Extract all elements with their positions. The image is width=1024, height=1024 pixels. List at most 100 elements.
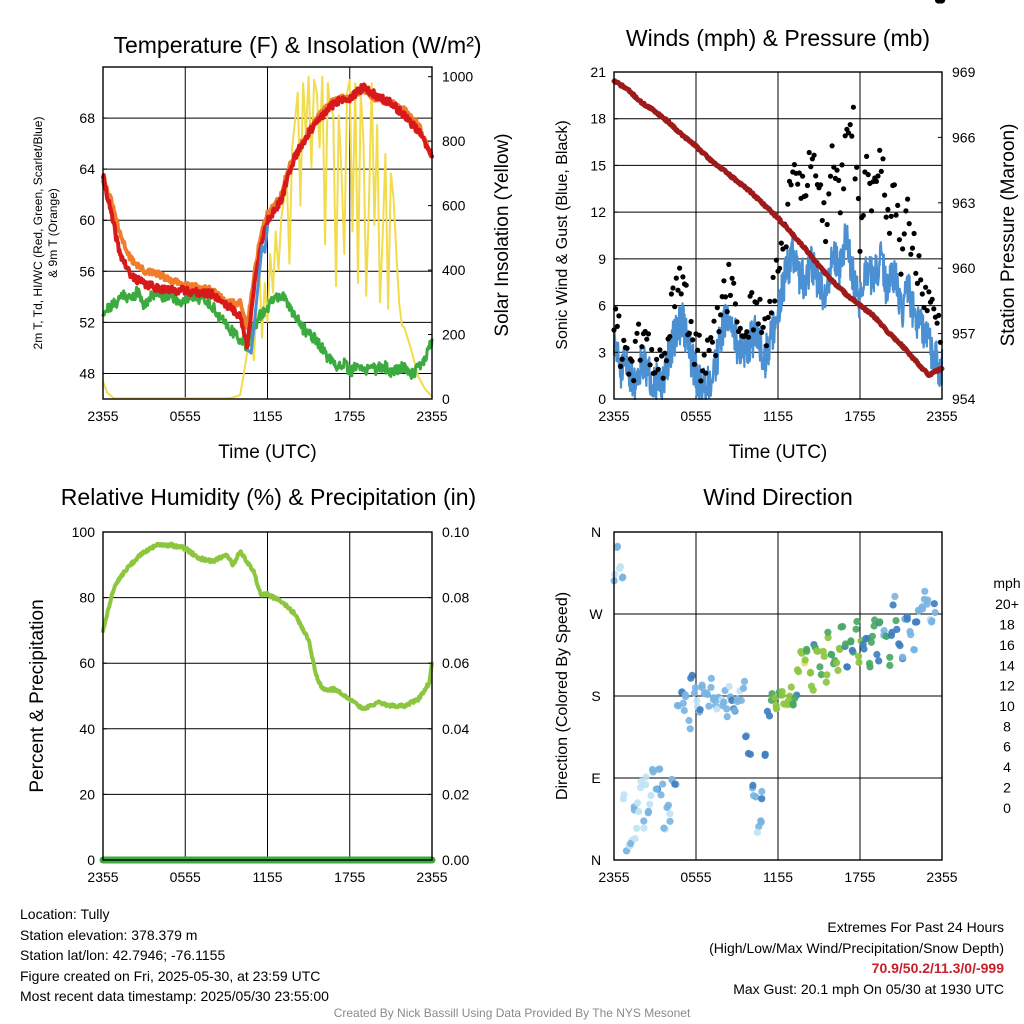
- gust-point: [708, 335, 714, 341]
- gust-point: [929, 296, 935, 302]
- dir-y-tick-label: N: [591, 524, 601, 540]
- station-elevation: Station elevation: 378.379 m: [20, 926, 198, 943]
- gust-point: [864, 153, 870, 159]
- direction-point: [833, 659, 841, 667]
- temp-x-tick-label: 0555: [170, 408, 201, 424]
- direction-point: [687, 674, 695, 682]
- rh-y2-tick-label: 0.02: [442, 786, 469, 802]
- direction-point: [698, 684, 706, 692]
- gust-point: [804, 182, 811, 189]
- gust-point: [857, 248, 863, 254]
- gust-point: [644, 336, 650, 342]
- direction-point: [647, 792, 655, 800]
- gust-point: [791, 162, 798, 168]
- rh-x-tick-label: 0555: [170, 869, 201, 885]
- wind-y-axis-title: Sonic Wind & Gust (Blue, Black): [554, 120, 571, 349]
- direction-point: [728, 696, 736, 705]
- gust-point: [678, 291, 684, 297]
- colorbar-label: 12: [999, 678, 1015, 694]
- direction-point: [882, 632, 890, 640]
- gust-point: [750, 327, 757, 333]
- direction-point: [853, 617, 861, 626]
- gust-point: [737, 325, 743, 331]
- wind-y-tick-label: 12: [590, 204, 606, 220]
- gust-point: [749, 290, 755, 296]
- gust-point: [763, 343, 770, 349]
- colorbar-label: 20+: [995, 596, 1019, 612]
- gust-point: [854, 164, 860, 170]
- station-pressure-line: [611, 78, 945, 379]
- direction-point: [725, 682, 733, 691]
- dir-y-axis-title: Direction (Colored By Speed): [554, 592, 571, 800]
- direction-point: [707, 674, 715, 683]
- gust-point: [618, 363, 624, 369]
- direction-point: [931, 608, 939, 617]
- gust-point: [931, 306, 937, 312]
- direction-point: [679, 699, 687, 707]
- direction-point: [875, 657, 883, 665]
- wind-y2-tick-label: 954: [952, 391, 976, 407]
- gust-point: [849, 133, 855, 139]
- direction-point: [906, 627, 914, 636]
- wind-x-tick-label: 2355: [598, 408, 629, 424]
- rh-y2-tick-label: 0.00: [442, 852, 469, 868]
- gust-point: [677, 265, 683, 271]
- rh-y2-tick-label: 0.04: [442, 721, 469, 737]
- direction-point: [761, 751, 769, 760]
- wind-x-tick-label: 2355: [926, 408, 957, 424]
- direction-point: [870, 622, 878, 630]
- colorbar-label: 8: [1003, 718, 1011, 734]
- gust-point: [852, 176, 858, 182]
- gust-point: [629, 358, 635, 364]
- gust-point: [701, 352, 707, 358]
- gust-point: [626, 371, 632, 377]
- gust-point: [919, 291, 925, 297]
- gust-point: [845, 130, 852, 136]
- wind-x-tick-label: 1155: [763, 408, 793, 424]
- wind-chart-title: Winds (mph) & Pressure (mb): [626, 25, 930, 51]
- gust-point: [818, 182, 824, 188]
- wind-y-tick-label: 18: [590, 111, 606, 127]
- direction-point: [642, 781, 650, 789]
- temp-y-axis-title: 2m T, Td, HI/WC (Red, Green, Scarlet/Blu…: [31, 117, 45, 350]
- extremes-title: Extremes For Past 24 Hours: [827, 919, 1004, 935]
- temp-y2-tick-label: 200: [442, 327, 466, 343]
- gust-point: [657, 347, 663, 353]
- gust-point: [624, 345, 630, 351]
- gust-point: [619, 356, 625, 362]
- direction-point: [803, 647, 811, 655]
- gust-point: [918, 277, 924, 283]
- gust-point: [906, 221, 912, 227]
- gust-point: [882, 192, 888, 198]
- rh-y-tick-label: 0: [87, 852, 95, 868]
- rh-x-tick-label: 1755: [334, 869, 365, 885]
- wind-y-tick-label: 21: [590, 64, 606, 80]
- direction-point: [806, 668, 815, 677]
- direction-point: [848, 646, 856, 655]
- rh-y2-tick-label: 0.10: [442, 524, 469, 540]
- gust-point: [914, 280, 921, 286]
- direction-point: [823, 671, 831, 679]
- direction-point: [873, 650, 881, 659]
- direction-point: [631, 835, 639, 843]
- direction-point: [834, 666, 842, 675]
- direction-point: [758, 787, 766, 796]
- gust-point: [875, 173, 881, 179]
- direction-point: [765, 712, 774, 720]
- direction-point: [750, 792, 758, 800]
- gust-point: [878, 168, 884, 174]
- direction-point: [652, 785, 660, 793]
- wind-y-tick-label: 9: [598, 251, 606, 267]
- direction-point: [673, 701, 682, 710]
- gust-point: [726, 261, 732, 267]
- gust-point: [880, 156, 886, 162]
- direction-point: [616, 563, 625, 571]
- gust-point: [841, 186, 847, 192]
- rh-x-tick-label: 1155: [252, 869, 282, 885]
- colorbar-label: 4: [1003, 759, 1011, 775]
- gust-point: [770, 274, 776, 280]
- gust-point: [731, 280, 737, 286]
- direction-point: [930, 600, 938, 608]
- gust-point: [868, 208, 875, 214]
- direction-point: [664, 801, 673, 809]
